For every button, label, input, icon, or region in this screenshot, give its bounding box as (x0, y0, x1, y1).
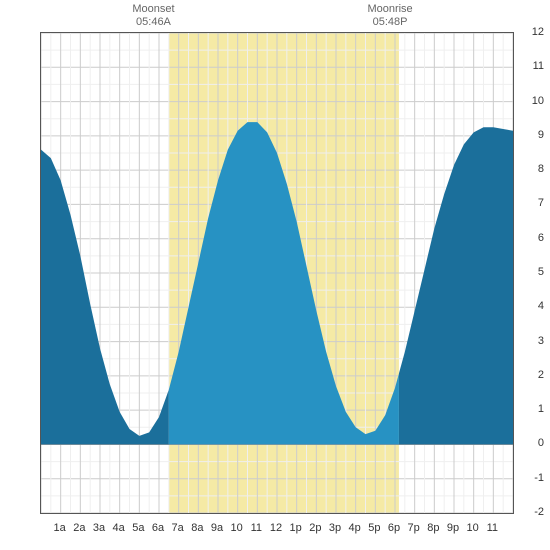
x-tick-label: 7a (172, 522, 184, 534)
x-tick-label: 6p (388, 522, 400, 534)
y-tick-label: 5 (538, 266, 544, 278)
x-tick-label: 7p (408, 522, 420, 534)
x-tick-label: 5p (368, 522, 380, 534)
y-tick-label: 3 (538, 335, 544, 347)
y-axis: -2-10123456789101112 (520, 32, 544, 512)
x-tick-label: 2p (309, 522, 321, 534)
x-tick-label: 2a (73, 522, 85, 534)
x-tick-label: 9a (211, 522, 223, 534)
x-tick-label: 10 (467, 522, 479, 534)
x-tick-label: 5a (132, 522, 144, 534)
x-tick-label: 11 (487, 522, 498, 534)
y-tick-label: 2 (538, 369, 544, 381)
x-tick-label: 4a (113, 522, 125, 534)
x-tick-label: 1p (290, 522, 302, 534)
x-tick-label: 3a (93, 522, 105, 534)
x-tick-label: 4p (349, 522, 361, 534)
moonset-label: Moonset 05:46A (123, 3, 183, 29)
y-tick-label: -2 (534, 506, 544, 518)
moon-event-labels: Moonset 05:46A Moonrise 05:48P (0, 0, 550, 32)
y-tick-label: 4 (538, 300, 544, 312)
x-tick-label: 1a (54, 522, 66, 534)
y-tick-label: 1 (538, 403, 544, 415)
y-tick-label: 8 (538, 163, 544, 175)
y-tick-label: 12 (532, 26, 544, 38)
y-tick-label: 6 (538, 232, 544, 244)
x-tick-label: 9p (447, 522, 459, 534)
x-tick-label: 6a (152, 522, 164, 534)
x-tick-label: 8a (191, 522, 203, 534)
y-tick-label: 0 (538, 437, 544, 449)
x-tick-label: 12 (270, 522, 282, 534)
y-tick-label: -1 (534, 472, 544, 484)
y-tick-label: 7 (538, 197, 544, 209)
y-tick-label: 11 (533, 60, 544, 72)
x-tick-label: 3p (329, 522, 341, 534)
x-tick-label: 11 (251, 522, 262, 534)
moonrise-label: Moonrise 05:48P (360, 3, 420, 29)
y-tick-label: 10 (532, 95, 544, 107)
x-tick-label: 10 (231, 522, 243, 534)
x-tick-label: 8p (427, 522, 439, 534)
y-tick-label: 9 (538, 129, 544, 141)
tide-chart (40, 32, 514, 514)
x-axis: 1a 2a 3a 4a 5a 6a 7a 8a 9a 10 11 12 1p 2p 3p 4p 5p 6p 7p 8p… (40, 522, 512, 540)
